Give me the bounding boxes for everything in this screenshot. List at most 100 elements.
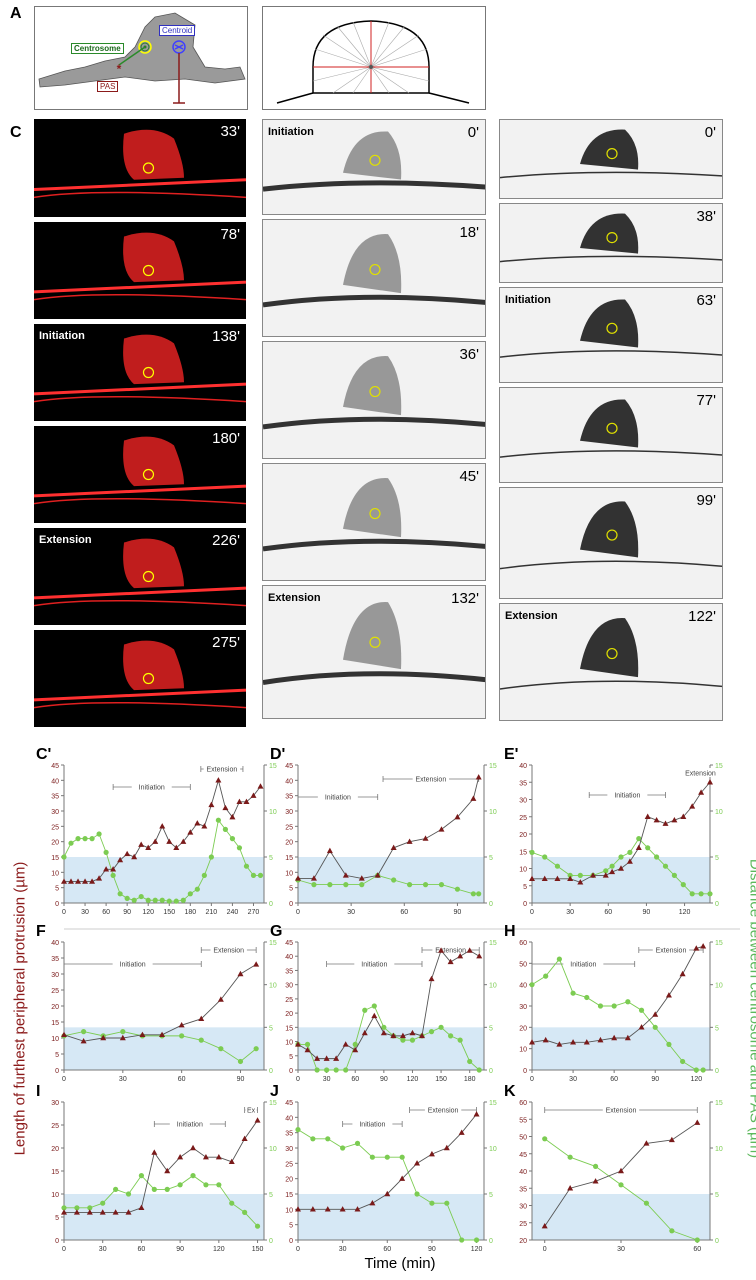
length-point [201,823,208,829]
panel-b-diagram [276,20,470,104]
length-point [390,844,397,850]
length-point [61,1209,67,1215]
left-tick-label: 50 [519,961,527,968]
distance-point [124,895,130,901]
right-tick-label: 10 [489,809,497,816]
distance-point [310,1136,316,1142]
length-point [295,1041,301,1047]
frame-phase-label: Extension [268,592,321,604]
length-point [100,1034,107,1041]
distance-point [362,1007,368,1013]
left-tick-label: 40 [51,940,59,947]
left-tick-label: 0 [289,901,293,908]
distance-point [438,882,445,888]
distance-point [438,1024,444,1030]
threshold-band [298,1194,484,1240]
phase-label-bg [424,1105,462,1114]
distance-point [369,1154,375,1160]
x-tick-label: 30 [323,1076,331,1083]
distance-point [138,1173,145,1179]
left-tick-label: 35 [285,1131,293,1138]
length-point [254,1117,261,1123]
left-tick-label: 30 [51,972,59,979]
phase-label: Ex [247,1108,256,1115]
distance-point [407,882,413,888]
length-point [103,866,110,872]
centroid-label: Centroid [159,25,196,36]
left-tick-label: 10 [519,1047,527,1054]
distance-point [428,1029,435,1035]
length-point [476,953,483,959]
distance-point [627,849,633,855]
length-point [644,813,651,819]
x-tick-label: 90 [176,1246,184,1253]
phase-label-bg [563,959,604,968]
length-point [243,798,250,804]
distance-point [173,898,179,904]
right-tick-label: 15 [489,1100,497,1107]
distance-point [254,1223,261,1229]
frame-time-label: 38' [696,208,716,225]
right-tick-label: 5 [489,1025,493,1032]
distance-point [215,817,221,823]
length-point [541,1223,548,1229]
threshold-band [64,857,264,903]
distance-point [689,891,695,897]
frame-time-label: 180' [212,430,240,447]
phase-label: Initiation [570,962,596,969]
left-tick-label: 25 [285,997,293,1004]
frame-time-label: 122' [688,608,716,625]
length-point [342,1041,349,1047]
distance-point [198,1037,204,1043]
length-point [643,1140,650,1146]
distance-point [666,1041,672,1047]
length-point [475,774,482,780]
phase-label-bg [432,945,469,954]
phase-label-bg [203,764,241,773]
left-tick-label: 45 [285,763,293,770]
x-tick-label: 60 [178,1076,186,1083]
distance-point [592,1163,599,1169]
left-tick-label: 45 [51,763,59,770]
distance-point [680,882,686,888]
distance-point [409,1037,416,1043]
chart-letter: G [270,923,282,940]
length-point [159,823,166,829]
left-tick-label: 15 [285,1025,293,1032]
length-point [473,1111,480,1117]
x-tick-label: 120 [407,1076,419,1083]
length-point [707,779,713,785]
left-tick-label: 5 [55,886,59,893]
left-tick-label: 20 [285,840,293,847]
phase-label: Extension [415,777,446,784]
x-tick-label: 90 [380,1076,388,1083]
distance-point [203,1182,209,1188]
frame-time-label: 226' [212,532,240,549]
length-point [618,865,624,871]
length-point [208,801,215,808]
left-tick-label: 5 [289,1223,293,1230]
length-point [217,996,224,1002]
length-point [624,1034,631,1041]
distance-point [113,1186,119,1192]
right-tick-label: 10 [489,1146,497,1153]
left-tick-label: 25 [519,815,527,822]
distance-point [654,854,660,860]
length-point [361,1029,368,1036]
length-point [89,878,96,884]
phase-label-bg [245,1105,257,1114]
length-point [693,945,700,951]
x-tick-label: 150 [252,1246,264,1253]
frame-time-label: 45' [459,468,479,485]
length-point [662,820,669,826]
distance-point [208,854,214,860]
distance-point [625,999,631,1005]
micrograph-e-frame: 77' [499,387,723,483]
distance-point [242,1209,248,1215]
x-tick-label: 60 [383,1246,391,1253]
pas-label: PAS [97,81,119,92]
phase-label: Extension [207,767,238,774]
left-tick-label: 10 [285,870,293,877]
left-tick-label: 30 [285,809,293,816]
left-tick-label: 25 [285,1161,293,1168]
